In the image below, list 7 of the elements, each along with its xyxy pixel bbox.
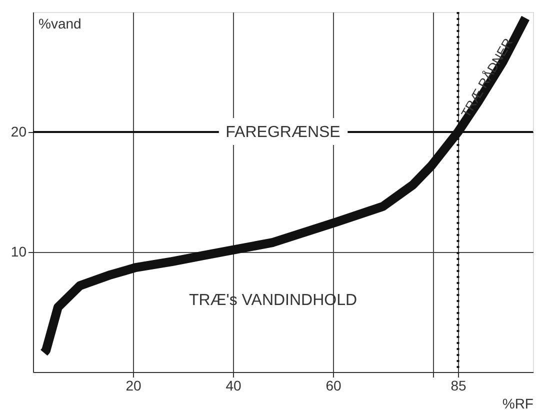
y-tick-label: 10 [10,244,27,260]
x-tick-label: 20 [126,378,142,394]
y-axis-title: %vand [38,16,82,32]
x-tick-label: 85 [450,378,466,394]
x-axis-title: %RF [502,396,534,410]
x-tick-label: 40 [226,378,242,394]
x-tick-label: 60 [326,378,342,394]
